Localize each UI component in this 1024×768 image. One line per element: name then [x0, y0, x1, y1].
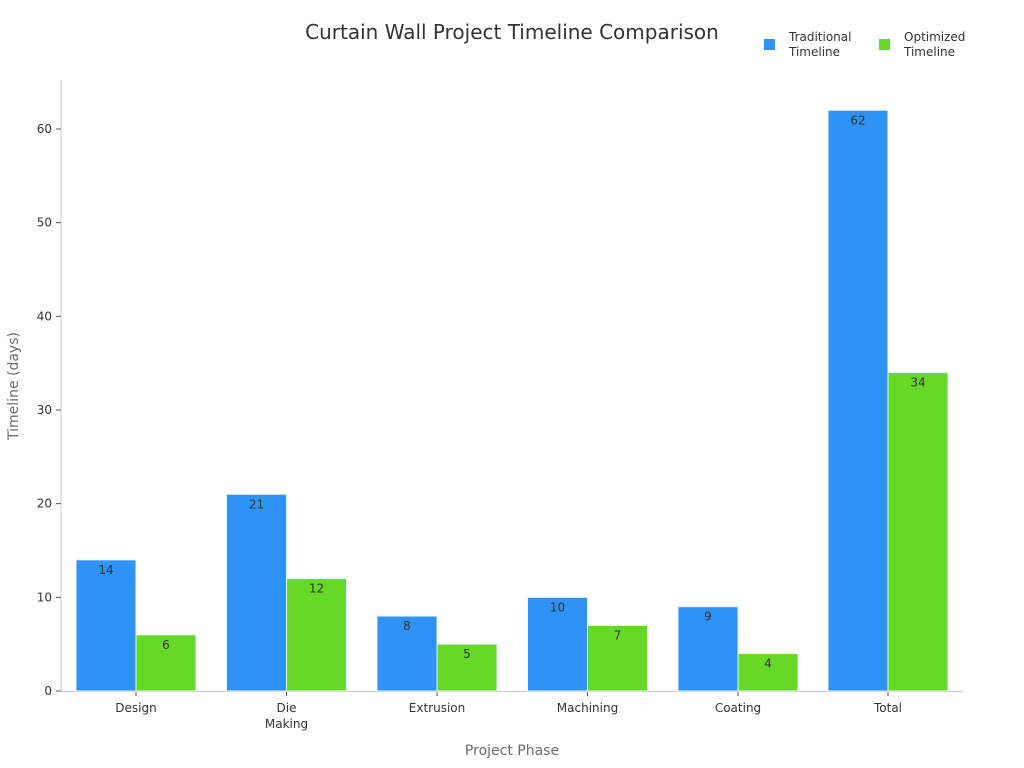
axes: 0 10 20 30 40 50 60 Design Die Making Extrusion Mac…	[37, 80, 963, 731]
x-tick-label: Making	[265, 717, 308, 731]
legend-item-traditional[interactable]: Traditional Timeline	[764, 30, 859, 60]
bar-optimized[interactable]	[737, 653, 799, 692]
bar-value-label: 12	[309, 582, 324, 596]
legend-swatch-optimized	[879, 39, 890, 50]
bar-value-label: 7	[614, 628, 622, 642]
bar-value-label: 14	[98, 563, 113, 577]
legend: Traditional Timeline Optimized Timeline	[764, 30, 974, 60]
bar-value-label: 5	[463, 647, 471, 661]
bars	[75, 109, 949, 692]
bar-traditional[interactable]	[376, 615, 438, 692]
legend-item-optimized[interactable]: Optimized Timeline	[879, 30, 974, 60]
x-tick-label: Machining	[557, 701, 618, 715]
bar-value-label: 9	[704, 610, 712, 624]
y-tick-label: 40	[37, 309, 52, 323]
y-tick-label: 60	[37, 122, 52, 136]
bar-traditional[interactable]	[75, 559, 137, 692]
bar-value-label: 6	[162, 638, 170, 652]
y-axis-label: Timeline (days)	[6, 332, 22, 441]
x-tick-label: Total	[873, 701, 902, 715]
bar-value-label: 62	[850, 113, 865, 127]
bar-optimized[interactable]	[286, 578, 347, 692]
labels: 14 6 21 12 8 5 10 7 9 4 62 34	[98, 113, 925, 670]
x-axis-label: Project Phase	[465, 743, 559, 759]
x-tick-label: Design	[115, 701, 156, 715]
x-tick-label: Die	[277, 701, 297, 715]
bar-optimized[interactable]	[587, 624, 648, 692]
bar-traditional[interactable]	[527, 596, 588, 692]
y-tick-label: 50	[37, 216, 52, 230]
y-tick-label: 10	[37, 590, 52, 604]
y-tick-label: 0	[44, 684, 52, 698]
bar-value-label: 34	[910, 376, 925, 390]
y-tick-label: 20	[37, 497, 52, 511]
bar-value-label: 4	[764, 657, 772, 671]
legend-swatch-traditional	[764, 39, 775, 50]
bar-traditional[interactable]	[677, 606, 739, 692]
bar-optimized[interactable]	[436, 643, 498, 692]
bar-traditional[interactable]	[226, 493, 287, 692]
bar-value-label: 21	[249, 497, 264, 511]
bar-optimized[interactable]	[135, 634, 197, 692]
chart-title: Curtain Wall Project Timeline Comparison	[305, 20, 719, 44]
x-tick-label: Extrusion	[409, 701, 465, 715]
bar-value-label: 8	[403, 619, 411, 633]
legend-label: Optimized Timeline	[904, 30, 966, 59]
legend-label: Traditional Timeline	[789, 30, 852, 59]
bar-value-label: 10	[550, 600, 565, 614]
bar-optimized[interactable]	[887, 372, 949, 692]
y-tick-label: 30	[37, 403, 52, 417]
bar-traditional[interactable]	[827, 109, 889, 692]
x-tick-label: Coating	[715, 701, 761, 715]
